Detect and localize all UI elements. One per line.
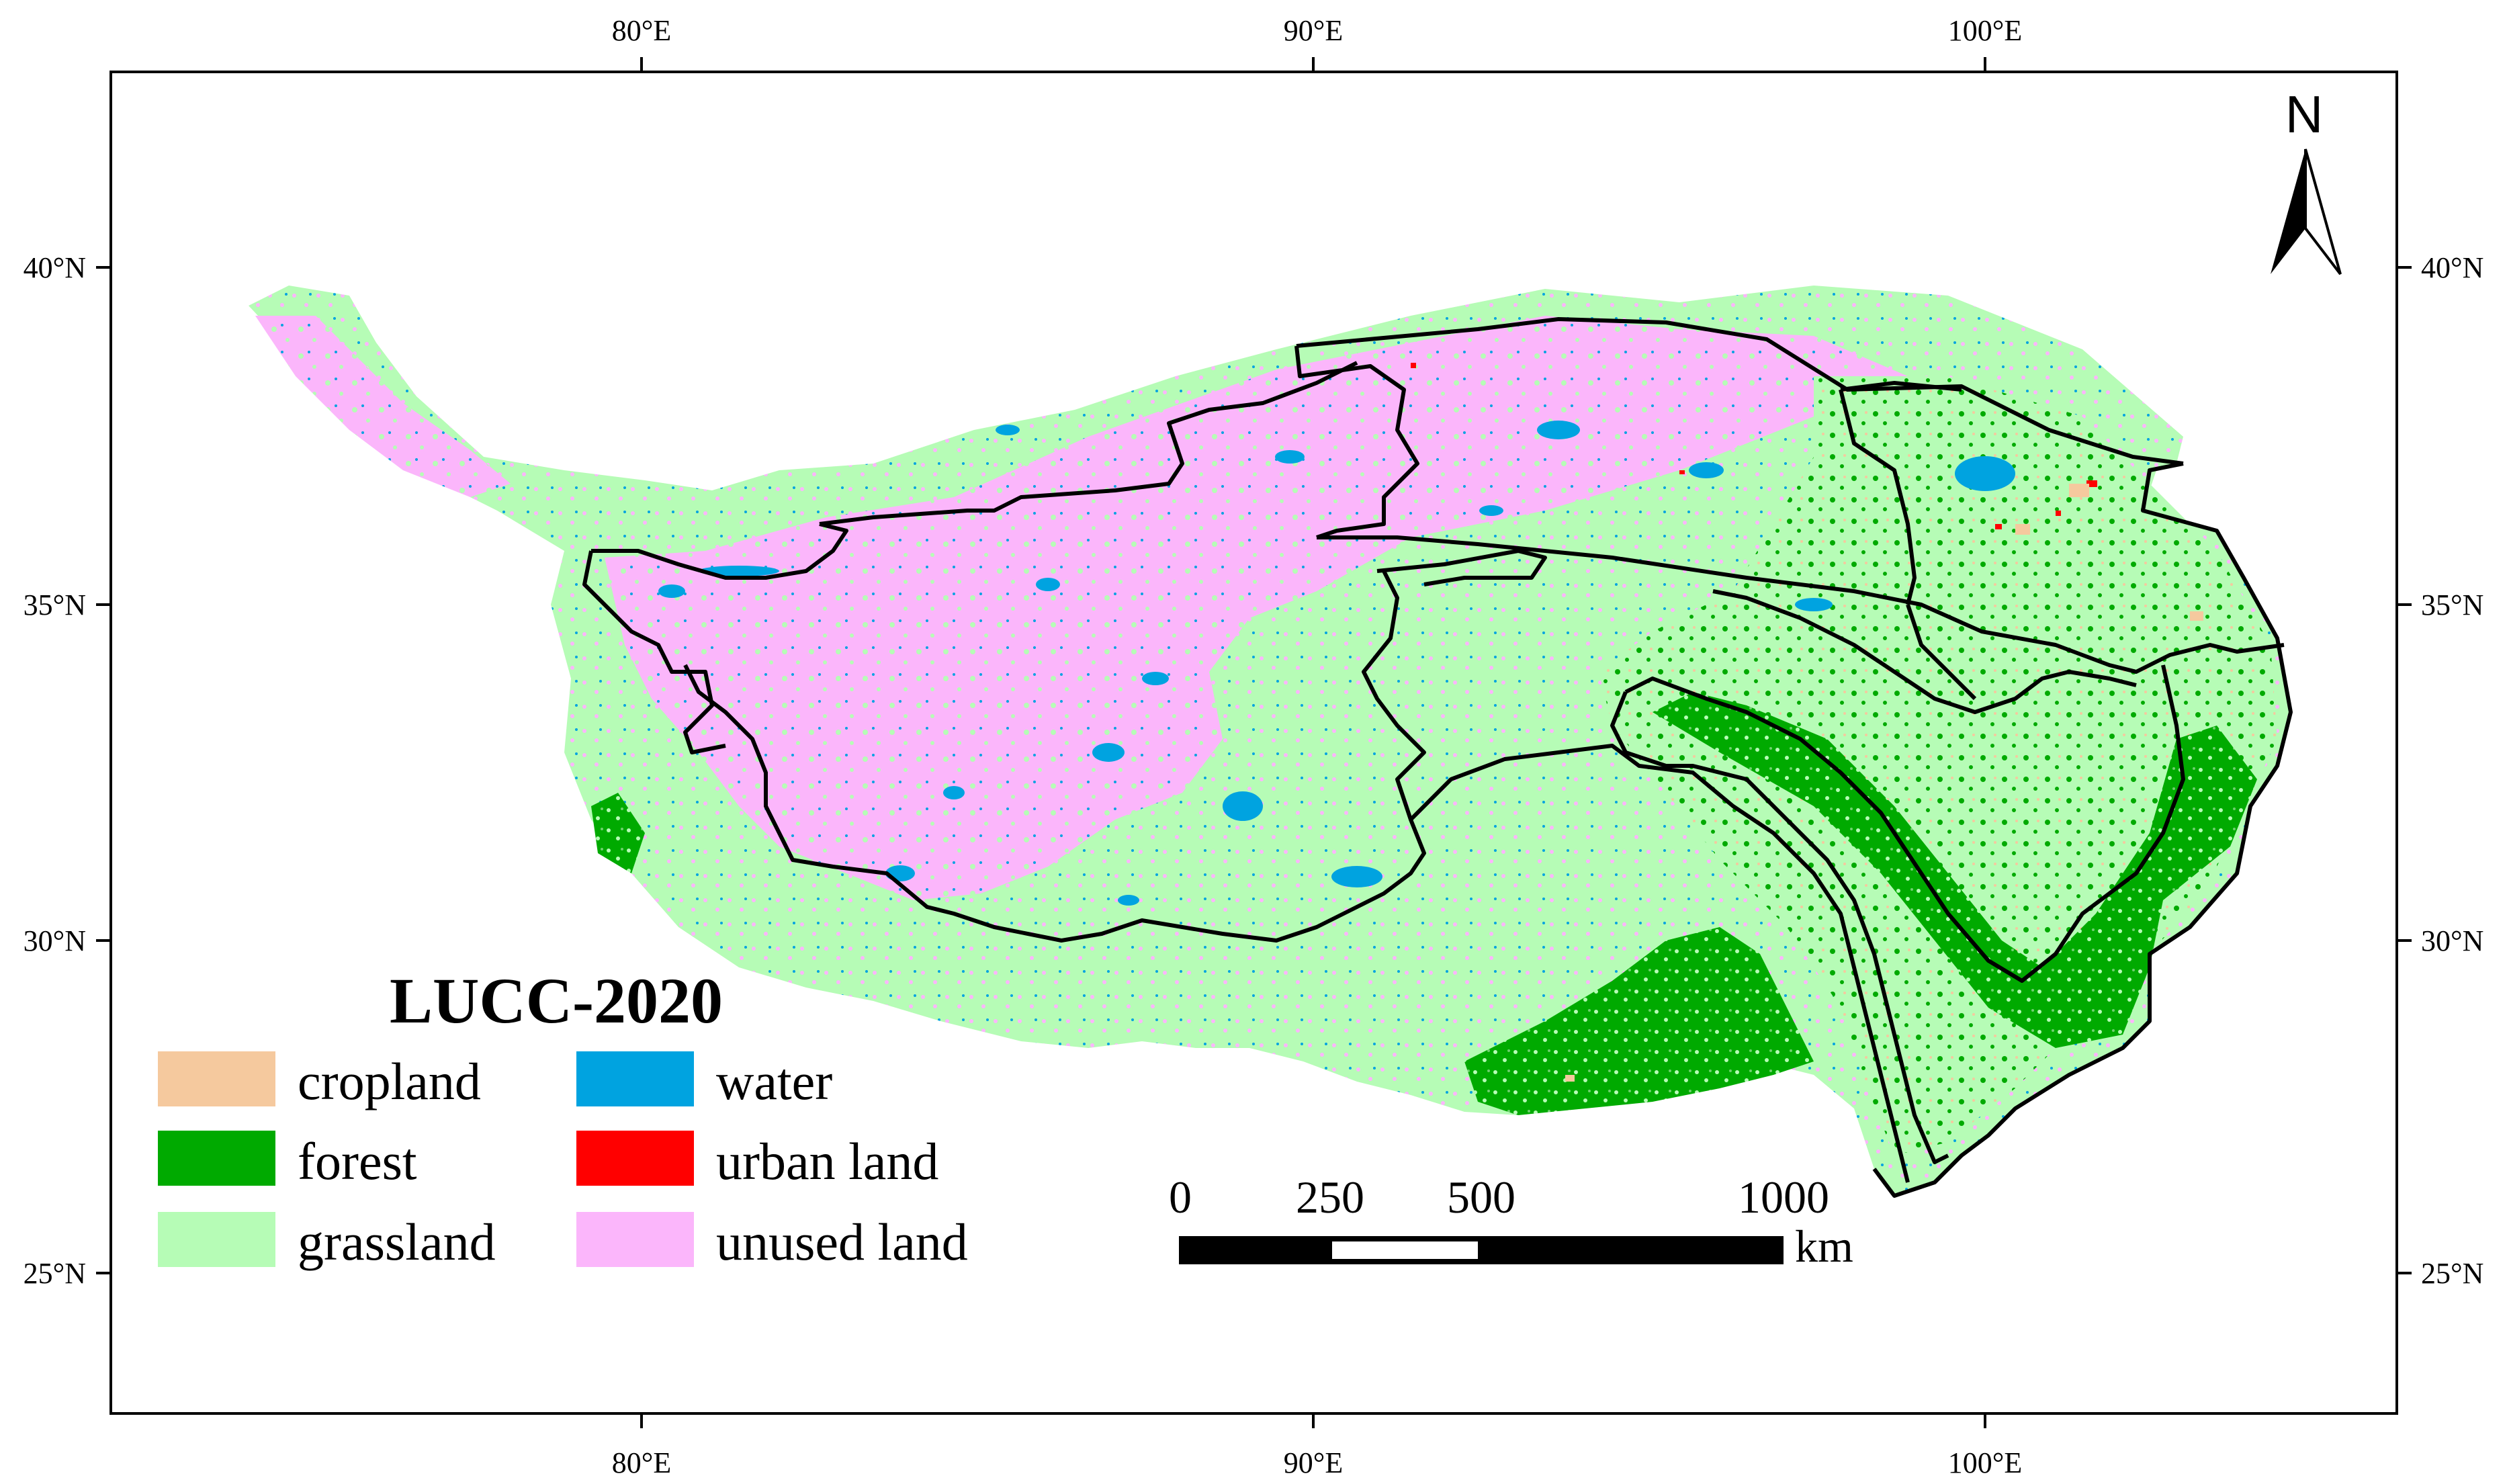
forest-zone-southwest [591, 793, 645, 873]
lake [1142, 672, 1169, 685]
boundary-line [1839, 389, 1917, 605]
boundary-line [1376, 549, 1547, 586]
lake [1036, 578, 1060, 591]
lake [1223, 791, 1263, 821]
legend-swatch-cropland [158, 1051, 275, 1106]
basin-boundaries [582, 317, 2293, 1198]
lake [699, 566, 779, 576]
left-lat-label: 30°N [24, 924, 86, 957]
boundary-line [1840, 381, 1962, 392]
lake [1331, 866, 1382, 887]
lake [658, 584, 685, 598]
urban-spots [1411, 363, 2097, 529]
legend: LUCC-2020 cropland forest grassland wate… [158, 965, 968, 1271]
legend-title: LUCC-2020 [390, 965, 723, 1037]
boundary-line [1610, 691, 1949, 1164]
boundary-line [591, 522, 848, 580]
legend-label-cropland: cropland [298, 1052, 481, 1110]
boundary-line [1712, 589, 2137, 714]
forest-zone [1653, 692, 2257, 1048]
legend-swatch-water [576, 1051, 694, 1106]
boundary-line [819, 361, 1358, 526]
legend-swatch-unused-land [576, 1212, 694, 1267]
boundary-outline [1872, 462, 2293, 1198]
top-lon-label: 100°E [1948, 14, 2022, 47]
bottom-lon-label: 100°E [1948, 1446, 2022, 1479]
lake [1118, 895, 1139, 906]
western-unused-land [255, 316, 511, 497]
legend-label-urban-land: urban land [716, 1132, 938, 1190]
graticule-ticks [96, 57, 2412, 1428]
scale-tick-label: 500 [1447, 1172, 1515, 1223]
boundary-line [1317, 535, 2285, 674]
graticule-labels: 80°E 90°E 100°E 80°E 90°E 100°E 40°N 35°… [24, 14, 2484, 1479]
legend-label-forest: forest [298, 1132, 417, 1190]
boundary-line [1294, 345, 1419, 539]
scale-unit: km [1795, 1221, 1853, 1272]
lake [1689, 462, 1724, 478]
lake [1795, 598, 1833, 611]
bottom-lon-label: 90°E [1284, 1446, 1343, 1479]
unused-land-zone [605, 316, 1921, 900]
left-lat-label: 40°N [24, 251, 86, 284]
boundary-line [683, 570, 1426, 943]
top-lon-label: 90°E [1284, 14, 1343, 47]
legend-swatch-forest [158, 1131, 275, 1186]
legend-label-water: water [716, 1052, 832, 1110]
boundary-line [1409, 744, 1910, 1183]
right-lat-label: 40°N [2421, 251, 2483, 284]
north-arrow-icon: N [2271, 85, 2342, 275]
legend-label-unused-land: unused land [716, 1213, 968, 1271]
boundary-outline [1296, 317, 2184, 466]
top-lon-label: 80°E [612, 14, 671, 47]
legend-label-grassland: grassland [298, 1213, 496, 1271]
lake [1479, 505, 1503, 516]
scale-bar: 0 250 500 1000 km [1169, 1172, 1853, 1272]
north-label: N [2285, 85, 2323, 144]
lake [943, 786, 965, 799]
lake [1275, 450, 1305, 464]
legend-swatch-grassland [158, 1212, 275, 1267]
right-lat-label: 25°N [2421, 1257, 2483, 1290]
scale-tick-label: 250 [1296, 1172, 1364, 1223]
bottom-lon-label: 80°E [612, 1446, 671, 1479]
right-lat-label: 30°N [2421, 924, 2483, 957]
forest-zone-south [1464, 927, 1814, 1115]
water-bodies [658, 421, 2015, 906]
scale-tick-label: 1000 [1738, 1172, 1829, 1223]
lake [1092, 743, 1125, 762]
lake [1537, 421, 1580, 439]
boundary-line [1624, 664, 2185, 983]
lake [1955, 456, 2015, 491]
boundary-line [1906, 604, 1977, 701]
scale-tick-label: 0 [1169, 1172, 1192, 1223]
cropland-spots [1565, 484, 2203, 1082]
boundary-line [582, 550, 726, 754]
plateau-landcover [249, 286, 2291, 1196]
lake [996, 425, 1020, 435]
right-lat-label: 35°N [2421, 588, 2483, 621]
left-lat-label: 35°N [24, 588, 86, 621]
legend-swatch-urban-land [576, 1131, 694, 1186]
left-lat-label: 25°N [24, 1257, 86, 1290]
